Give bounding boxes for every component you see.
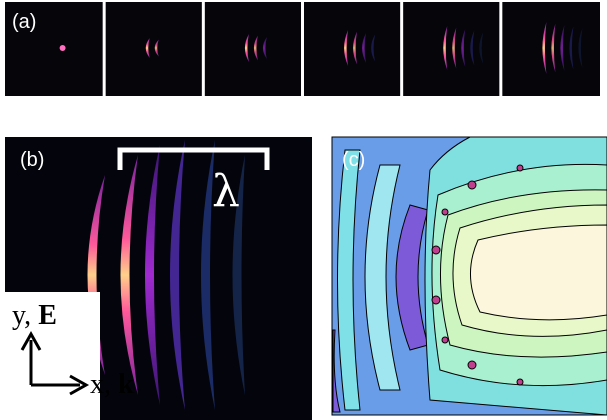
y-axis-name: y, (12, 300, 38, 331)
panel-c-label: (c) (342, 149, 365, 171)
figure: (a) λ (b) y, E x, k (c) (0, 0, 607, 420)
wavelength-symbol: λ (212, 166, 240, 217)
x-axis-label: x, k (90, 369, 134, 400)
pulse-dot (60, 45, 66, 51)
panel-a-label: (a) (12, 11, 36, 33)
panel-b-label: (b) (20, 149, 44, 171)
contour (470, 225, 607, 320)
y-axis-label: y, E (12, 300, 57, 331)
y-axis-vector: E (38, 300, 57, 331)
x-axis-vector: k (118, 369, 134, 400)
x-axis-name: x, (90, 369, 118, 400)
